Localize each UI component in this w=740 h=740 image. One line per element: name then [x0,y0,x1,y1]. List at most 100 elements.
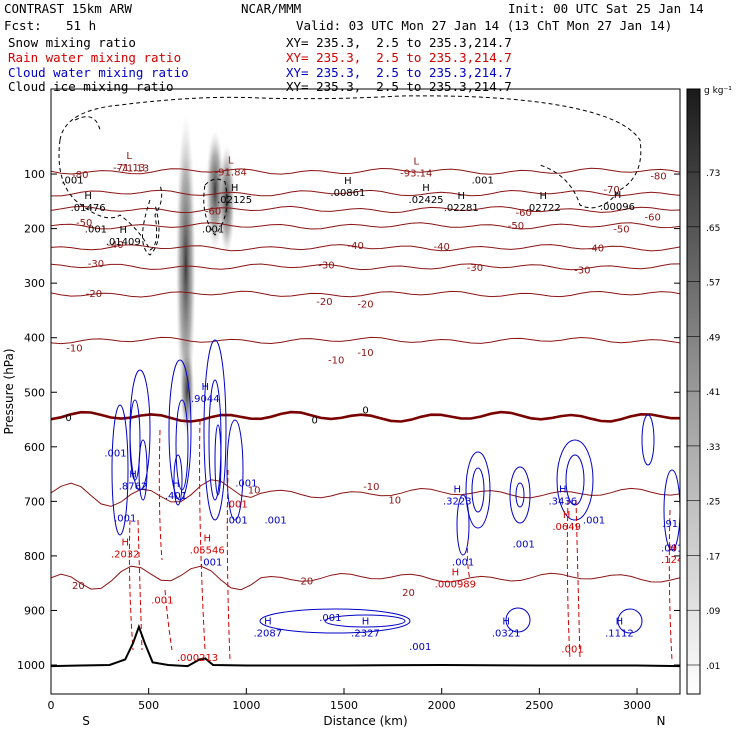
y-axis-label: Pressure (hPa) [2,348,16,434]
temperature-extremum-marker: L [413,157,419,168]
ice-extremum-value: .02125 [217,195,252,206]
temperature-label: -20 [316,297,332,308]
colorbar-tick-label: .49 [706,333,721,343]
temperature-contour-0 [51,410,680,423]
temperature-label: 10 [388,496,401,507]
legend-cloud-water-xy: XY= 235.3, 2.5 to 235.3,214.7 [286,65,512,80]
y-tick-label: 800 [24,550,45,563]
colorbar-unit: g kg⁻¹ [704,86,732,96]
ice-extremum-marker: H [422,183,430,194]
colorbar-tick-label: .57 [706,279,720,289]
colorbar-tick-label: .17 [706,552,720,562]
terrain-line [51,623,680,668]
cloud-water-contour-16 [565,454,585,506]
temperature-contour--40 [51,244,680,252]
center-title: NCAR/MMM [241,1,302,16]
rain-extremum-value: .2032 [111,549,140,560]
cloud-water-contour-15 [556,439,594,521]
temperature-label: 0 [362,406,368,417]
cloud_water-contour-label: .001 [104,448,126,459]
cloud_water-contour-label: .001 [235,478,257,489]
rain-contour-3 [199,419,206,651]
rain-extremum-marker: H [204,534,212,545]
y-tick-label: 200 [24,223,45,236]
legend-cloud-water-name: Cloud water mixing ratio [8,65,189,80]
cloud-water-contour-21 [505,607,531,633]
rain-contour-5 [158,429,163,561]
cloud-water-contour-13 [509,466,531,524]
model-title: CONTRAST 15km ARW [4,1,132,16]
cloud_water-extremum-value: .401 [165,491,187,502]
cloud-ice-contour-4 [74,116,101,131]
snow-shading-0 [175,115,196,415]
cloud_water-contour-label: .001 [661,544,683,555]
temperature-label: -80 [650,172,666,183]
rain-extremum-value: .124 [661,555,683,566]
y-tick-label: 100 [24,168,45,181]
cloud-water-contour-23 [456,494,470,556]
ice-contour-label: .001 [202,225,224,236]
temperature-label: -10 [363,482,379,493]
rain-contour-8 [466,539,471,581]
x-tick-label: 500 [138,699,159,712]
temperature-label: 0 [312,416,318,427]
temperature-label: -40 [434,242,450,253]
cloud-water-contour-20 [324,614,406,628]
temperature-contour-10 [51,479,680,507]
cloud-water-contour-17 [641,414,655,466]
temperature-label: 20 [72,581,85,592]
legend-rain-name: Rain water mixing ratio [8,50,182,65]
cloud_water-extremum-value: .2327 [351,629,380,640]
cloud-ice-contour-2 [142,199,160,256]
temperature-extremum-marker: L [228,156,234,167]
temperature-label: -40 [588,244,604,255]
temperature-label: -30 [88,259,104,270]
cloud_water-extremum-value: .3223 [443,497,472,508]
legend-cloud-ice-xy: XY= 235.3, 2.5 to 235.3,214.7 [286,79,512,94]
rain-contour-label: .001 [561,645,583,656]
temperature-label: -50 [76,218,92,229]
rain-contour-9 [668,509,673,661]
rain-contour-2 [164,589,173,651]
cloud_water-extremum-value: .9044 [191,394,220,405]
ice-extremum-marker: H [457,191,465,202]
cloud_water-extremum-value: .2087 [254,629,283,640]
colorbar-tick-label: .65 [706,224,720,234]
cloud_water-contour-label: .001 [225,515,247,526]
y-tick-label: 500 [24,386,45,399]
x-tick-label: 3000 [623,699,651,712]
temperature-label: -10 [328,356,344,367]
ice-extremum-value: .00096 [600,202,635,213]
cloud_water-extremum-marker: H [202,382,210,393]
cloud-water-contour-9 [226,419,244,521]
cloud-water-contour-11 [465,451,491,529]
legend-snow-name: Snow mixing ratio [8,35,136,50]
cloud-water-contour-19 [259,608,411,634]
cloud_water-contour-label: .91 [662,519,678,530]
cloud-water-contour-6 [203,339,227,521]
temperature-extremum-marker: L [126,151,132,162]
cloud_water-extremum-value: .1112 [605,629,634,640]
ice-extremum-marker: H [231,183,239,194]
x-end-label-south: S [82,714,90,728]
init-time: Init: 00 UTC Sat 25 Jan 14 [508,1,704,16]
colorbar-tick-label: .73 [706,169,720,179]
cloud_water-extremum-marker: H [502,617,510,628]
temperature-contour--80 [51,167,680,175]
x-tick-label: 2000 [428,699,456,712]
cloud_water-contour-label: .001 [265,515,287,526]
forecast-hours: 51 h [66,18,97,33]
ice-extremum-value: .01409 [106,237,141,248]
colorbar [686,88,701,695]
ice-extremum-marker: H [539,191,547,202]
cloud-water-contour-5 [173,454,183,506]
rain-extremum-marker: H [563,510,571,521]
temperature-label: 10 [248,485,261,496]
x-tick-label: 2500 [525,699,553,712]
y-tick-label: 900 [24,604,45,617]
y-tick-label: 1000 [17,659,45,672]
temperature-extremum-value: -93.14 [400,169,432,180]
cloud_water-extremum-marker: H [172,479,180,490]
y-tick-label: 400 [24,332,45,345]
ice-extremum-marker: H [614,190,622,201]
